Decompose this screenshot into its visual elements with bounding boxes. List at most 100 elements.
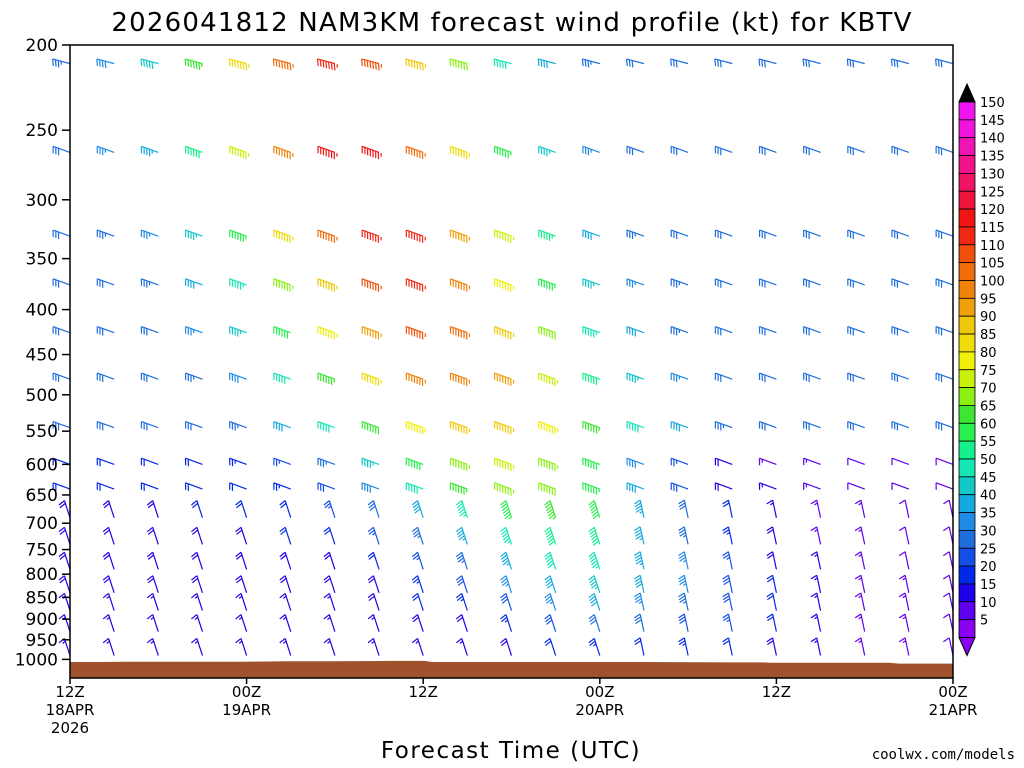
wind-barb xyxy=(898,526,910,545)
wind-barb xyxy=(890,58,910,68)
wind-barb xyxy=(854,592,866,611)
wind-barb xyxy=(52,420,71,431)
wind-barb xyxy=(810,551,822,570)
wind-barb xyxy=(714,482,733,491)
wind-barb xyxy=(670,372,689,383)
wind-barb xyxy=(273,145,294,160)
colorbar-swatch xyxy=(958,190,976,210)
wind-barb xyxy=(935,482,954,490)
wind-barb xyxy=(140,145,159,157)
wind-barb xyxy=(405,229,426,243)
wind-barb xyxy=(803,457,821,466)
wind-barb xyxy=(626,420,645,433)
wind-barb xyxy=(714,229,733,239)
wind-barb xyxy=(538,229,556,241)
wind-barb xyxy=(323,551,336,570)
wind-barb xyxy=(758,372,777,383)
colorbar-label: 40 xyxy=(980,489,997,504)
wind-barb xyxy=(847,278,865,288)
wind-barb xyxy=(455,526,468,545)
wind-barb xyxy=(670,482,689,492)
colorbar-swatch xyxy=(958,476,976,496)
wind-barb xyxy=(810,592,822,611)
wind-barb xyxy=(626,372,645,384)
wind-barb xyxy=(146,575,159,594)
wind-barb xyxy=(538,457,559,472)
wind-barb xyxy=(935,420,954,431)
colorbar-swatch xyxy=(958,119,976,139)
wind-barb xyxy=(361,326,382,340)
wind-barb xyxy=(405,372,426,386)
wind-barb xyxy=(191,614,204,632)
chart-title: 2026041812 NAM3KM forecast wind profile … xyxy=(111,8,912,38)
wind-barb xyxy=(455,551,468,570)
colorbar-swatch xyxy=(958,155,976,174)
wind-barb xyxy=(140,326,159,336)
wind-barb xyxy=(191,575,204,594)
wind-barb xyxy=(670,457,689,467)
wind-barb xyxy=(493,482,515,496)
wind-barb xyxy=(722,592,733,611)
wind-barb xyxy=(847,420,865,431)
colorbar-label: 30 xyxy=(980,524,997,539)
colorbar-label: 70 xyxy=(980,382,997,397)
wind-barb xyxy=(235,551,248,570)
wind-barb xyxy=(405,278,426,292)
wind-barb xyxy=(273,229,294,243)
wind-barb xyxy=(493,420,515,435)
wind-barb xyxy=(810,499,822,518)
wind-barb xyxy=(273,420,291,432)
wind-barb xyxy=(405,326,426,340)
wind-barb xyxy=(544,500,557,520)
wind-barb xyxy=(935,229,954,239)
wind-barb xyxy=(544,551,557,570)
wind-barb xyxy=(58,526,71,545)
wind-barb xyxy=(803,278,821,288)
colorbar-label: 125 xyxy=(980,185,1005,200)
wind-barb xyxy=(766,526,777,545)
time-tick-label: 19APR xyxy=(222,701,271,719)
wind-barb xyxy=(361,420,380,435)
colorbar-label: 65 xyxy=(980,399,997,414)
wind-barb xyxy=(361,372,382,386)
wind-barbs-layer xyxy=(52,58,954,656)
colorbar-swatch xyxy=(958,280,976,299)
wind-barb xyxy=(411,614,424,632)
wind-barb xyxy=(678,551,689,570)
credit-link[interactable]: coolwx.com/models xyxy=(872,747,1015,763)
time-tick-label: 00Z xyxy=(585,683,614,701)
colorbar-label: 20 xyxy=(980,560,997,575)
wind-barb xyxy=(96,326,115,336)
wind-barb xyxy=(146,614,159,632)
wind-barb xyxy=(229,278,247,290)
wind-barb xyxy=(191,526,204,545)
wind-barb xyxy=(588,526,601,546)
wind-barb xyxy=(722,637,733,656)
wind-barb xyxy=(588,614,601,632)
wind-barb xyxy=(625,58,645,68)
wind-barb xyxy=(758,326,777,336)
wind-barb xyxy=(52,145,71,156)
wind-barb xyxy=(493,145,512,159)
wind-barb xyxy=(140,278,159,288)
wind-barb xyxy=(235,526,248,545)
wind-barb xyxy=(803,229,821,239)
wind-barb xyxy=(898,551,910,570)
wind-barb xyxy=(229,145,250,160)
colorbar-swatch xyxy=(958,208,976,228)
wind-barb xyxy=(279,614,292,632)
wind-barb xyxy=(455,592,468,611)
wind-barb xyxy=(279,575,292,594)
colorbar-lower-arrow xyxy=(958,637,976,657)
wind-barb xyxy=(943,526,954,545)
wind-barb xyxy=(102,637,115,656)
wind-barb xyxy=(184,145,203,159)
wind-barb xyxy=(102,614,115,632)
wind-barb xyxy=(544,637,557,656)
time-tick-label: 12Z xyxy=(762,683,791,701)
wind-barb xyxy=(891,372,910,383)
wind-barb xyxy=(538,326,556,340)
wind-barb xyxy=(935,58,954,68)
wind-barb xyxy=(361,457,380,469)
wind-barb xyxy=(184,229,203,240)
